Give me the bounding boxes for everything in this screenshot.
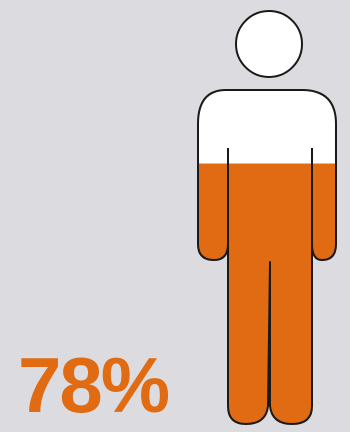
person-body-stroke bbox=[197, 89, 337, 425]
person-head bbox=[235, 10, 303, 78]
percentage-label: 78% bbox=[18, 341, 170, 429]
